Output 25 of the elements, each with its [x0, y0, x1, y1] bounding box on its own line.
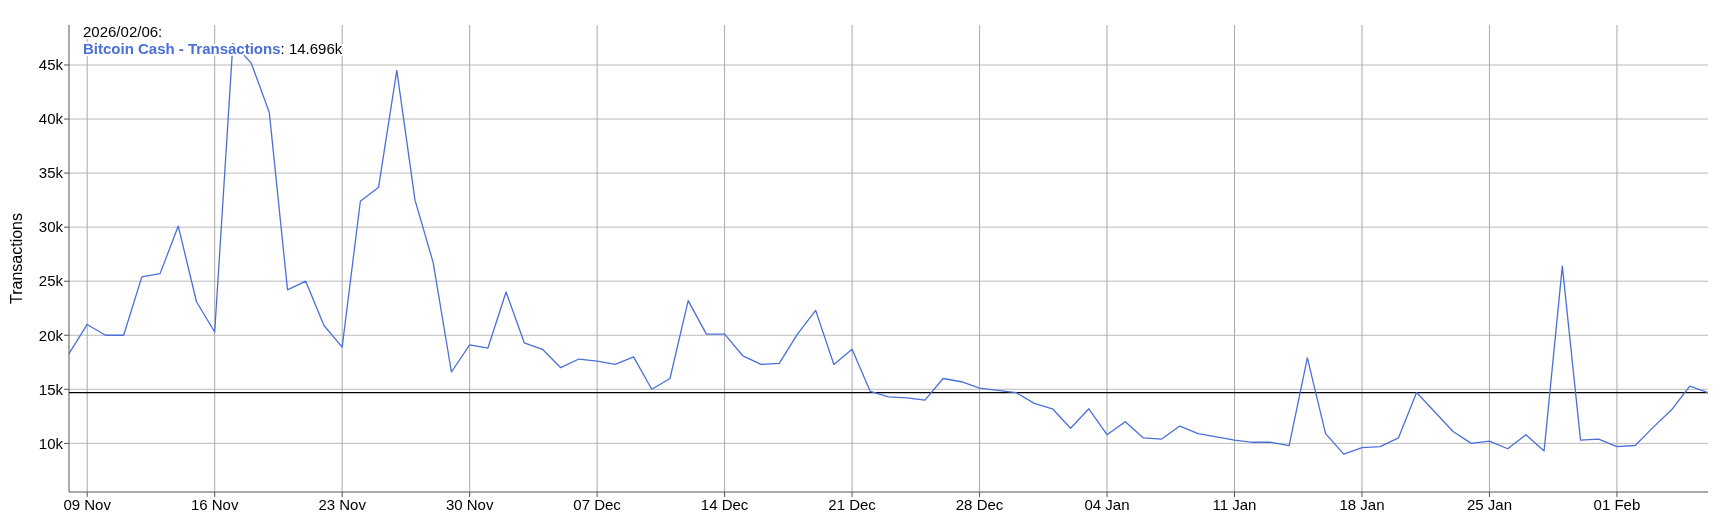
x-tick-label: 21 Dec: [828, 496, 877, 513]
x-tick-label: 16 Nov: [190, 496, 239, 513]
y-tick-label: 10k: [38, 434, 64, 452]
x-tick-label: 07 Dec: [573, 496, 622, 513]
y-tick-label: 30k: [38, 218, 64, 236]
annotation: : 14.696k: [280, 40, 343, 57]
line-series: [68, 42, 1708, 455]
x-tick-label: 14 Dec: [700, 496, 749, 513]
y-axis-title: Transactions: [8, 213, 25, 304]
x-tick-label: 23 Nov: [318, 496, 367, 513]
y-tick-label: 25k: [38, 272, 64, 290]
x-tick-label: 25 Jan: [1466, 496, 1512, 513]
x-tick-label: 01 Feb: [1593, 496, 1641, 513]
y-tick-label: 15k: [38, 380, 64, 398]
annotation: 2026/02/06:: [83, 23, 163, 40]
y-tick-label: 20k: [38, 326, 64, 344]
y-tick-label: 35k: [38, 164, 64, 182]
x-tick-label: 04 Jan: [1084, 496, 1130, 513]
x-tick-label: 18 Jan: [1339, 496, 1385, 513]
x-tick-label: 28 Dec: [955, 496, 1004, 513]
x-tick-label: 11 Jan: [1212, 496, 1257, 513]
x-tick-label: 30 Nov: [445, 496, 494, 513]
y-tick-label: 45k: [38, 56, 64, 74]
x-tick-label: 09 Nov: [63, 496, 112, 513]
y-tick-label: 40k: [38, 110, 64, 128]
